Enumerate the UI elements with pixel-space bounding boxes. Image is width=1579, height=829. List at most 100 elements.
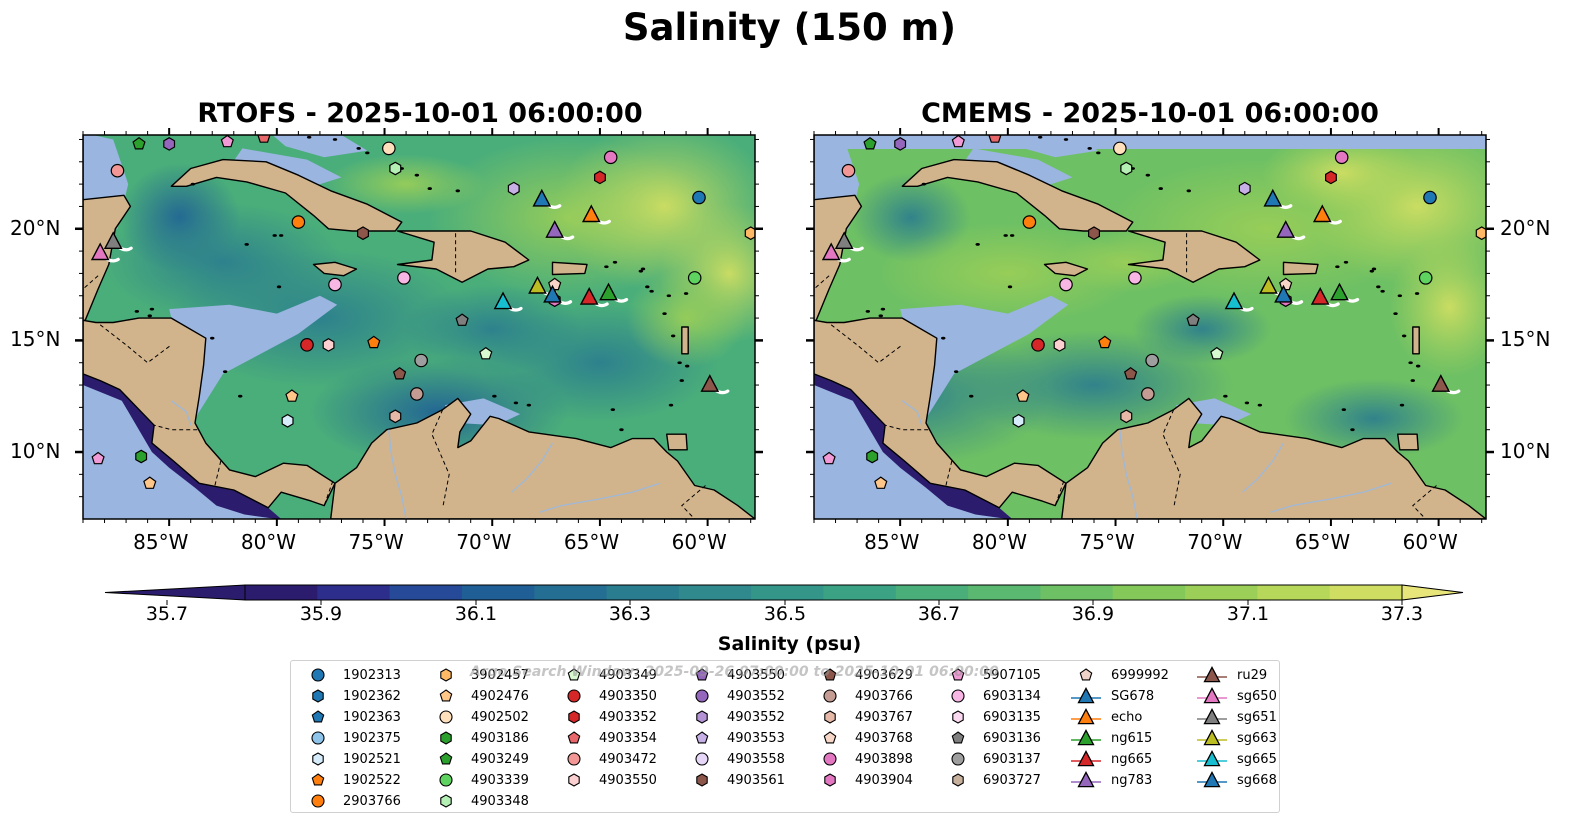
legend-marker-pentagon [311,710,325,723]
legend-marker-triangle [1197,708,1227,725]
legend-item: sg663 [1195,728,1277,748]
legend-item: 3902457 [429,665,529,685]
legend-label: ng615 [1111,730,1153,746]
lon-tick-label: 65°W [1294,530,1351,554]
colorbar-extend-low [104,584,246,601]
lon-tick-label: 60°W [671,530,727,554]
salinity-patch [1056,232,1197,293]
glider-marker [1312,204,1332,223]
legend-label: 4903768 [855,730,913,746]
legend-label: 4903898 [855,751,913,767]
legend-label: sg663 [1237,730,1277,746]
legend-item: 4903767 [813,707,913,727]
argo-float-circle [397,271,411,285]
argo-float-hexagon [357,226,369,241]
legend-label: 4903550 [599,772,657,788]
islet [365,151,370,155]
legend-label: 1902521 [343,751,401,767]
argo-float-hexagon [1053,338,1066,352]
colorbar-bin [1257,585,1331,600]
lat-tick-label: 15°N [1500,327,1551,352]
legend-label: 4903339 [471,772,529,788]
islet [1399,403,1405,407]
argo-float-circle [603,150,618,165]
legend-marker-hexagon [440,668,452,682]
legend-item: 4903350 [557,686,657,706]
colorbar-bin [968,585,1041,600]
argo-float-pentagon [1098,335,1112,349]
argo-float-pentagon [822,451,836,465]
islet [492,394,497,398]
legend-label: 6903136 [983,730,1041,746]
islet [638,269,644,273]
legend-label: 6903137 [983,751,1041,767]
legend-marker-pentagon [567,731,581,744]
legend-marker-pentagon [439,689,453,702]
colorbar-bin [678,585,752,600]
legend-label: 4903350 [599,688,657,704]
legend-item: 4903561 [685,770,785,790]
islet [645,285,650,289]
colorbar-tick-label: 35.9 [299,603,343,625]
islet [1408,361,1413,365]
legend-marker-pentagon [439,752,453,765]
colorbar-tick-label: 36.5 [763,603,807,625]
argo-float-circle [1141,387,1155,401]
lat-tick-label: 20°N [1500,215,1551,240]
legend-marker-circle [695,689,709,703]
islet [666,294,672,298]
argo-float-hexagon [1120,161,1133,176]
legend-marker-pentagon [1079,668,1093,681]
islet [969,394,974,398]
legend-marker-circle [439,773,453,787]
argo-float-hexagon [389,161,402,176]
islet [427,187,432,190]
islet [356,146,361,150]
legend-label: ng783 [1111,772,1153,788]
argo-float-circle [1418,271,1433,285]
colorbar-bin [245,585,318,600]
legend-label: 1902375 [343,730,401,746]
river [1270,482,1392,513]
legend-item: 4903348 [429,791,529,811]
legend-item: 4903352 [557,707,657,727]
legend-label: 4903354 [599,730,657,746]
legend-item: 1902522 [301,770,401,790]
islet [222,370,228,374]
shelf-cuba-north [962,148,1073,187]
legend-marker-circle [311,794,325,808]
legend-label: sg665 [1237,751,1277,767]
argo-float-pentagon [951,135,965,148]
colorbar-bin [389,585,463,600]
legend-label: 4903553 [727,730,785,746]
legend-marker-hexagon [440,731,452,745]
colorbar-bin [317,585,391,600]
argo-float-circle [1113,141,1127,156]
argo-float-circle [328,277,342,292]
glider-marker [90,242,110,261]
land-cuba [170,158,403,232]
legend-label: 2903766 [343,793,401,809]
river [539,482,661,513]
islet [1186,189,1191,193]
country-border [944,460,953,488]
argo-float-pentagon [988,135,1002,143]
argo-float-hexagon [1087,226,1101,241]
land-puerto-rico [1282,261,1319,276]
islet [147,314,152,318]
land-trinidad [666,433,688,451]
river [511,442,554,493]
argo-float-hexagon [894,137,907,151]
country-border [153,424,198,431]
legend-label: 1902362 [343,688,401,704]
legend-label: 4903904 [855,772,913,788]
river [170,400,192,426]
islet [306,135,312,139]
colorbar-tick-label: 35.7 [145,603,189,625]
islet [1007,285,1013,289]
river [388,429,407,519]
colorbar-tick-label: 36.1 [454,603,498,625]
salinity-patch [326,154,487,215]
islet [1341,408,1347,412]
land-central-america [814,317,1067,509]
